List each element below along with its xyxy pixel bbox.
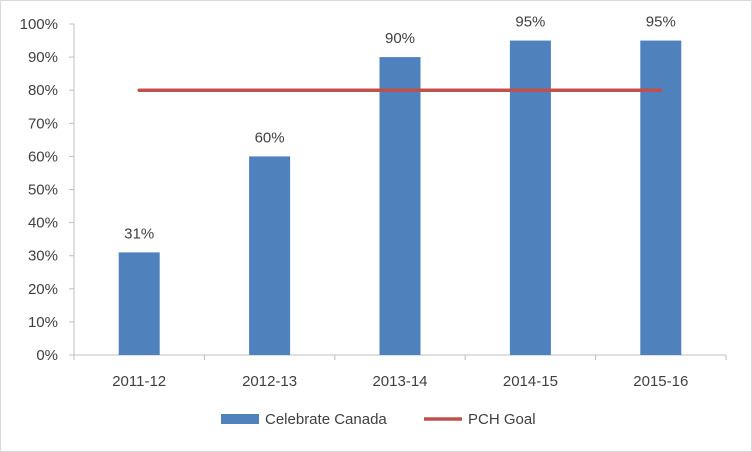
y-tick-label: 0% bbox=[36, 347, 58, 364]
data-label: 31% bbox=[124, 225, 154, 242]
y-tick-label: 100% bbox=[20, 16, 58, 33]
legend-label: PCH Goal bbox=[468, 411, 536, 428]
x-tick-label: 2013-14 bbox=[372, 373, 427, 390]
bar bbox=[379, 57, 421, 355]
y-tick-label: 30% bbox=[28, 248, 58, 265]
y-tick-label: 10% bbox=[28, 314, 58, 331]
y-tick-label: 40% bbox=[28, 215, 58, 232]
y-tick-label: 60% bbox=[28, 148, 58, 165]
x-tick-label: 2011-12 bbox=[112, 373, 166, 390]
bar bbox=[509, 40, 551, 356]
bar bbox=[249, 156, 291, 355]
x-tick-label: 2015-16 bbox=[633, 373, 688, 390]
data-label: 90% bbox=[385, 30, 415, 47]
y-tick-label: 20% bbox=[28, 281, 58, 298]
bar bbox=[118, 252, 160, 355]
y-tick-label: 90% bbox=[28, 49, 58, 66]
x-tick-label: 2012-13 bbox=[242, 373, 297, 390]
legend-label: Celebrate Canada bbox=[265, 411, 387, 428]
x-tick-label: 2014-15 bbox=[503, 373, 558, 390]
bar bbox=[640, 40, 682, 356]
data-label: 95% bbox=[646, 14, 676, 31]
legend-swatch-bar bbox=[221, 414, 259, 424]
data-label: 60% bbox=[255, 129, 285, 146]
data-label: 95% bbox=[515, 14, 545, 31]
y-tick-label: 70% bbox=[28, 115, 58, 132]
y-tick-label: 80% bbox=[28, 82, 58, 99]
y-tick-label: 50% bbox=[28, 182, 58, 199]
